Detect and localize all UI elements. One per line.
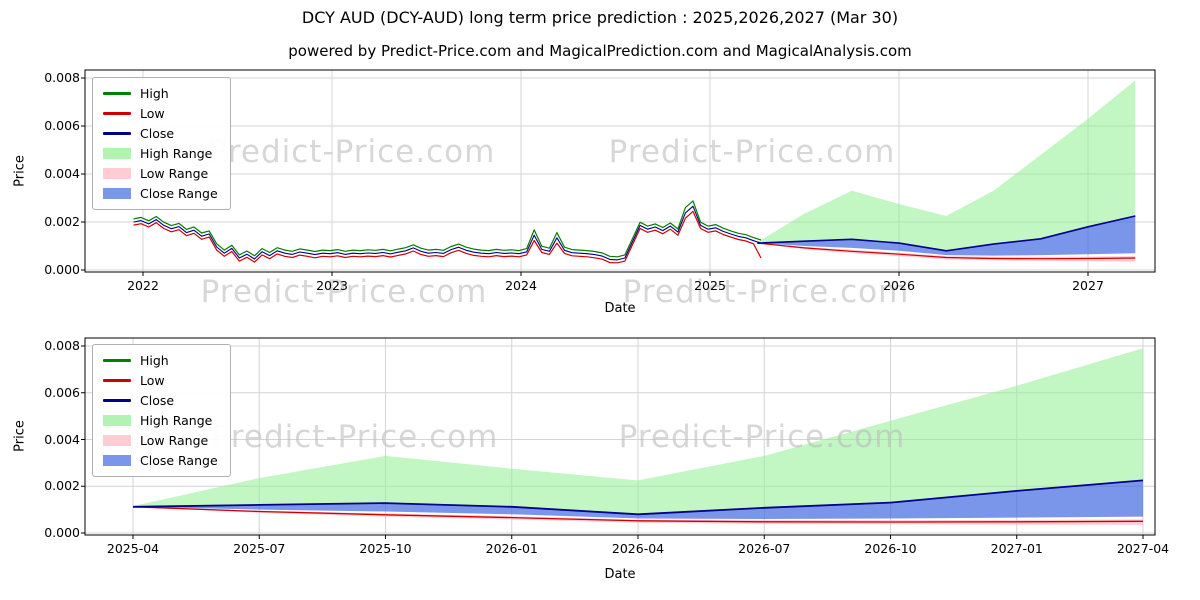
x-tick-label: 2025-10 (359, 541, 412, 556)
chart-subtitle: powered by Predict-Price.com and Magical… (288, 42, 912, 60)
x-tick-label: 2027-01 (990, 541, 1043, 556)
legend-item-low: Low (103, 105, 218, 122)
y-tick-label: 0.000 (44, 525, 80, 540)
legend-label-close-range: Close Range (140, 453, 218, 468)
legend-label-high-range: High Range (140, 413, 213, 428)
plot-border (84, 337, 1156, 536)
x-tick-label: 2024 (505, 278, 537, 293)
legend-label-low: Low (140, 373, 165, 388)
close-range-swatch (103, 188, 131, 199)
legend-label-high-range: High Range (140, 146, 213, 161)
y-tick-label: 0.002 (44, 214, 80, 229)
y-tick-label: 0.004 (44, 166, 80, 181)
high-line-swatch (103, 359, 131, 362)
low-range-swatch (103, 168, 131, 179)
legend-label-low-range: Low Range (140, 166, 209, 181)
legend-item-low-range: Low Range (103, 165, 218, 182)
x-tick-label: 2023 (316, 278, 348, 293)
legend-item-close-range: Close Range (103, 185, 218, 202)
forecast-close-line (132, 479, 1144, 516)
x-axis-label-top: Date (604, 301, 636, 316)
x-axis-label-bottom: Date (604, 567, 636, 582)
y-tick-label: 0.008 (44, 70, 80, 85)
legend-bottom-chart: High Low Close High Range Low Range Clos… (92, 344, 231, 477)
legend-label-high: High (140, 86, 169, 101)
high-range-area (133, 348, 1143, 515)
x-tick-label: 2027 (1072, 278, 1104, 293)
x-tick-label: 2026-07 (738, 541, 791, 556)
y-tick-label: 0.004 (44, 431, 80, 447)
y-axis-label-bottom: Price (12, 420, 28, 452)
high-range-swatch (103, 415, 131, 426)
legend-item-high-range: High Range (103, 412, 218, 429)
legend-item-high: High (103, 352, 218, 369)
close-range-swatch (103, 455, 131, 466)
x-tick-label: 2026-10 (864, 541, 917, 556)
x-tick-label: 2025-07 (233, 541, 286, 556)
low-range-area (133, 506, 1143, 525)
x-tick-label: 2026-04 (611, 541, 665, 556)
low-line-swatch (103, 379, 131, 382)
close-line (133, 205, 762, 261)
high-range-swatch (103, 148, 131, 159)
x-tick-label: 2026 (883, 278, 915, 293)
legend-top-chart: High Low Close High Range Low Range Clos… (92, 77, 231, 210)
legend-item-close-range: Close Range (103, 452, 218, 469)
legend-label-low-range: Low Range (140, 433, 209, 448)
legend-label-close-range: Close Range (140, 186, 218, 201)
legend-item-high: High (103, 85, 218, 102)
close-range-area (757, 216, 1136, 256)
y-axis-label-top: Price (12, 155, 28, 187)
plot-border (84, 69, 1156, 273)
high-range-area (757, 80, 1136, 251)
y-tick-label: 0.002 (44, 478, 80, 494)
x-tick-label: 2027-04 (1116, 541, 1170, 556)
low-line-swatch (103, 112, 131, 115)
legend-item-close: Close (103, 125, 218, 142)
chart-title: DCY AUD (DCY-AUD) long term price predic… (301, 8, 899, 27)
y-tick-label: 0.006 (44, 118, 80, 133)
legend-item-low-range: Low Range (103, 432, 218, 449)
x-tick-label: 2025 (694, 278, 726, 293)
legend-item-low: Low (103, 372, 218, 389)
forecast-low-line (132, 506, 1144, 523)
y-tick-label: 0.006 (44, 384, 80, 400)
high-line-swatch (103, 92, 131, 95)
x-tick-label: 2025-04 (106, 541, 160, 556)
y-tick-label: 0.000 (44, 262, 80, 277)
low-range-area (757, 243, 1136, 262)
low-range-swatch (103, 435, 131, 446)
close-range-area (133, 480, 1143, 519)
low-line (133, 210, 762, 264)
legend-label-close: Close (140, 126, 175, 141)
x-tick-label: 2022 (127, 278, 159, 293)
legend-item-close: Close (103, 392, 218, 409)
close-line-swatch (103, 399, 131, 402)
y-tick-label: 0.008 (44, 338, 80, 353)
x-tick-label: 2026-01 (485, 541, 538, 556)
forecast-close-line (757, 215, 1136, 252)
forecast-low-line (757, 242, 1136, 260)
legend-label-close: Close (140, 393, 175, 408)
close-line-swatch (103, 132, 131, 135)
legend-label-high: High (140, 353, 169, 368)
high-line (133, 200, 762, 258)
legend-item-high-range: High Range (103, 145, 218, 162)
legend-label-low: Low (140, 106, 165, 121)
